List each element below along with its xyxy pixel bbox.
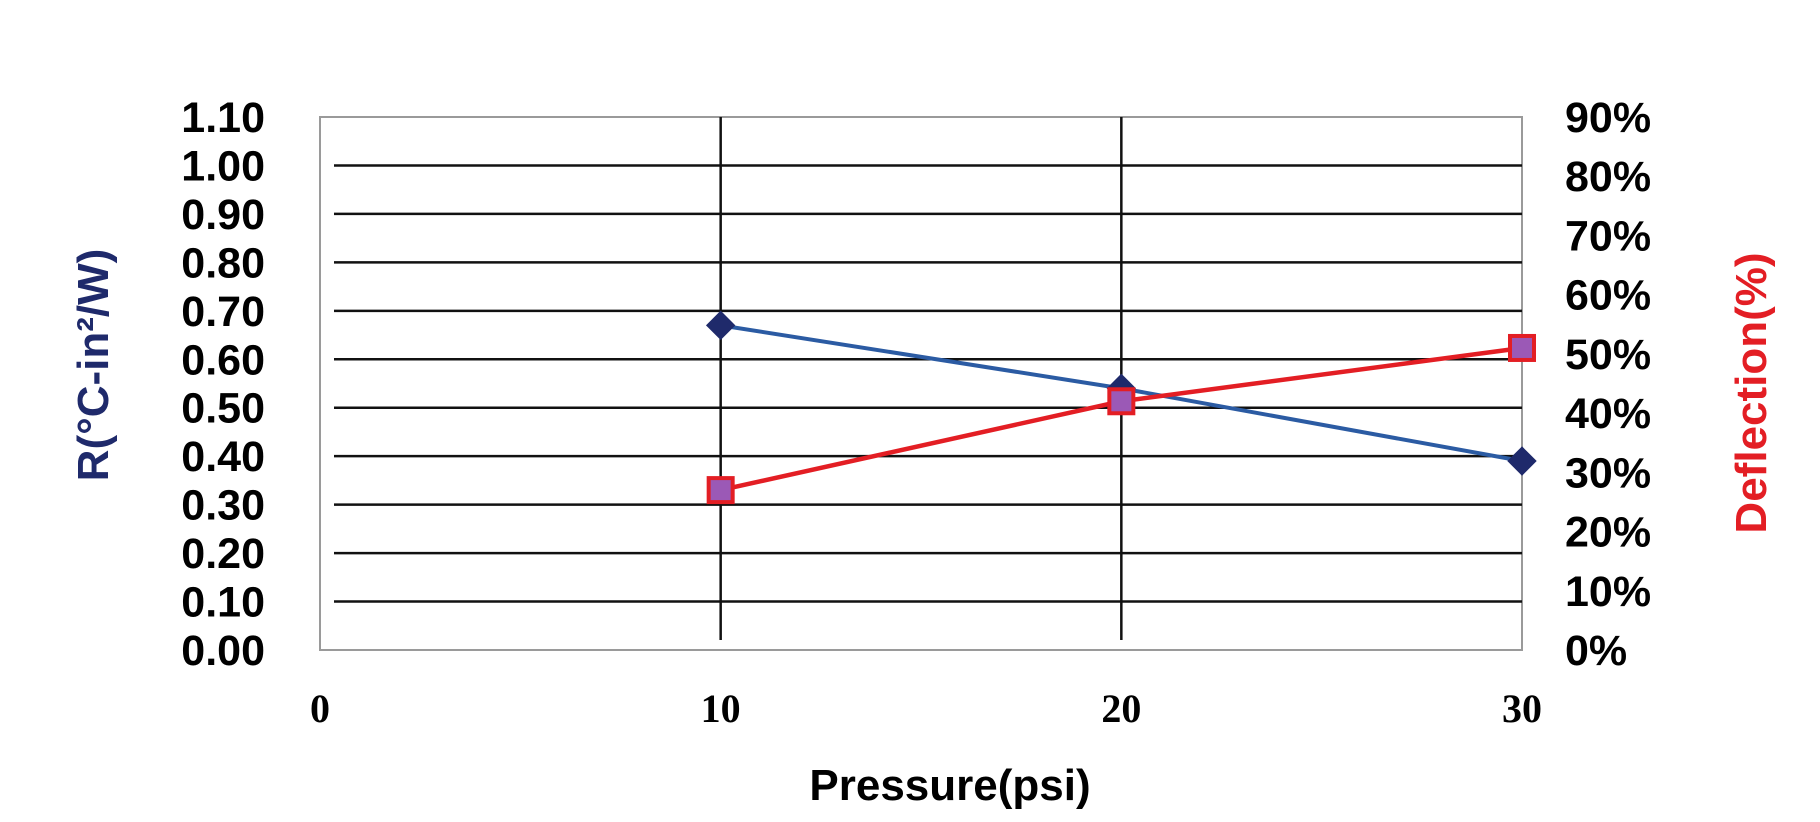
y2-tick-label: 30% — [1565, 449, 1651, 497]
y2-tick-label: 10% — [1565, 568, 1651, 616]
y2-tick-label: 60% — [1565, 272, 1651, 320]
square-marker — [1107, 387, 1136, 416]
y-tick-label: 1.10 — [181, 94, 265, 142]
y-tick-label: 0.30 — [181, 482, 265, 530]
y2-tick-label: 70% — [1565, 212, 1651, 260]
left-y-axis-title: R(°C-in²/W) — [69, 249, 118, 482]
right-y-axis-title: Deflection(%) — [1727, 252, 1776, 533]
y2-tick-label: 90% — [1565, 94, 1651, 142]
y2-tick-label: 80% — [1565, 153, 1651, 201]
square-marker — [1508, 333, 1536, 362]
grid-layer — [319, 116, 1523, 651]
y-tick-label: 0.70 — [181, 288, 265, 336]
diamond-marker — [705, 310, 736, 341]
y2-tick-label: 0% — [1565, 627, 1627, 675]
x-tick-label: 10 — [701, 686, 741, 731]
series-layer — [705, 310, 1537, 505]
diamond-marker — [1507, 446, 1537, 476]
y-tick-label: 0.50 — [181, 385, 265, 433]
y2-tick-label: 50% — [1565, 331, 1651, 379]
x-tick-label: 0 — [310, 686, 330, 731]
y-tick-label: 0.60 — [181, 336, 265, 384]
y-tick-label: 0.90 — [181, 191, 265, 239]
y-tick-label: 0.00 — [181, 627, 265, 675]
label-layer: 0.000.100.200.300.400.500.600.700.800.90… — [181, 94, 1651, 731]
y2-tick-label: 20% — [1565, 509, 1651, 557]
plot-frame — [319, 116, 1523, 651]
y-tick-label: 0.20 — [181, 530, 265, 578]
y2-tick-label: 40% — [1565, 390, 1651, 438]
x-axis-title: Pressure(psi) — [809, 761, 1090, 810]
y-tick-label: 0.80 — [181, 239, 265, 287]
y-tick-label: 1.00 — [181, 142, 265, 190]
x-tick-label: 20 — [1101, 686, 1141, 731]
x-tick-label: 30 — [1502, 686, 1542, 731]
y-tick-label: 0.40 — [181, 433, 265, 481]
y-tick-label: 0.10 — [181, 579, 265, 627]
square-marker — [706, 476, 735, 505]
